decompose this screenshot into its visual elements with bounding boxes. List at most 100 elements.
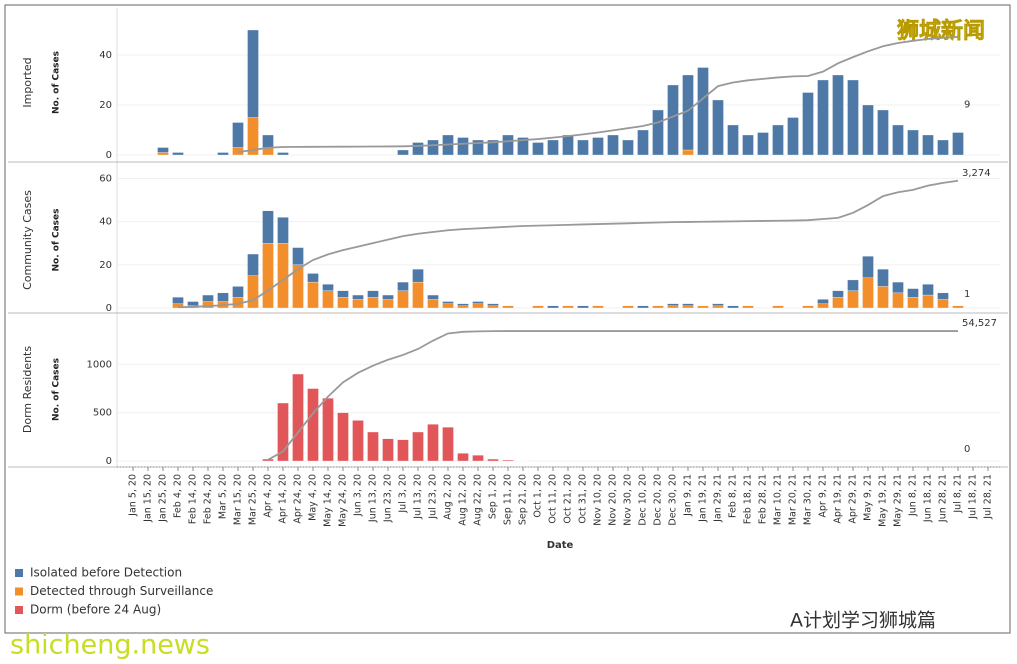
x-tick-label: Feb 14, 20 xyxy=(188,474,199,524)
bar xyxy=(877,268,889,287)
bar xyxy=(577,305,589,309)
bar xyxy=(907,297,919,309)
x-tick-label: Jul 3, 20 xyxy=(398,474,409,514)
bar xyxy=(442,303,454,309)
x-tick-label: Feb 8, 21 xyxy=(728,474,739,518)
bar xyxy=(487,458,499,462)
x-tick-label: Oct 31, 20 xyxy=(578,474,589,524)
bar xyxy=(292,247,304,265)
legend-swatch xyxy=(15,587,23,596)
x-tick-label: Jul 18, 21 xyxy=(968,474,979,520)
bar xyxy=(322,284,334,291)
panel-title: Imported xyxy=(21,57,34,107)
bar xyxy=(457,453,469,462)
bar xyxy=(757,132,769,156)
bar xyxy=(742,305,754,309)
bar xyxy=(442,301,454,304)
x-tick-label: Feb 18, 21 xyxy=(743,474,754,524)
x-tick-label: Apr 4, 20 xyxy=(263,474,274,518)
cumulative-label: 3,274 xyxy=(962,168,991,179)
bar xyxy=(607,134,619,156)
bar xyxy=(772,124,784,156)
bar xyxy=(232,286,244,298)
bar xyxy=(157,147,169,153)
bar xyxy=(412,268,424,283)
bar xyxy=(637,305,649,309)
bar xyxy=(697,305,709,309)
x-tick-label: Jun 18, 21 xyxy=(923,474,934,523)
x-tick-label: Dec 10, 20 xyxy=(638,474,649,526)
bar xyxy=(307,281,319,309)
x-tick-label: Jan 15, 20 xyxy=(143,474,154,523)
bar xyxy=(472,455,484,462)
bar xyxy=(652,109,664,156)
bar xyxy=(247,275,259,309)
x-tick-label: Jun 28, 21 xyxy=(938,474,949,523)
bar xyxy=(322,398,334,462)
x-tick-label: Aug 12, 20 xyxy=(458,474,469,526)
bar xyxy=(217,152,229,156)
bar xyxy=(322,290,334,309)
bar xyxy=(547,305,559,309)
bar xyxy=(382,294,394,300)
x-tick-label: Jun 8, 21 xyxy=(908,474,919,517)
bar xyxy=(862,256,874,278)
watermark: shicheng.news xyxy=(10,630,210,661)
y-axis-label: No. of Cases xyxy=(52,209,62,272)
x-tick-label: Jan 29, 21 xyxy=(713,474,724,523)
bar xyxy=(727,124,739,156)
x-tick-label: Nov 20, 20 xyxy=(608,474,619,526)
bar xyxy=(937,299,949,309)
bar xyxy=(847,79,859,156)
x-tick-label: Oct 1, 20 xyxy=(533,474,544,518)
x-tick-label: Apr 14, 20 xyxy=(278,474,289,524)
bar xyxy=(532,142,544,156)
bar xyxy=(832,297,844,309)
bar xyxy=(562,134,574,156)
watermark: A计划学习狮城篇 xyxy=(790,610,936,632)
y-tick-label: 1000 xyxy=(87,359,112,370)
bar xyxy=(892,281,904,294)
x-tick-label: Jun 3, 20 xyxy=(353,474,364,517)
bar xyxy=(187,301,199,306)
bar xyxy=(307,273,319,283)
bar xyxy=(172,152,184,156)
bar xyxy=(457,303,469,306)
last-day-label: 1 xyxy=(964,289,970,300)
bar xyxy=(412,142,424,156)
x-tick-label: May 14, 20 xyxy=(323,474,334,527)
bar xyxy=(367,431,379,462)
x-tick-label: Jun 13, 20 xyxy=(368,474,379,523)
bar xyxy=(397,439,409,462)
bar xyxy=(262,243,274,309)
x-tick-label: Jul 23, 20 xyxy=(428,474,439,520)
cumulative-line xyxy=(237,35,959,153)
legend-swatch xyxy=(15,569,23,577)
y-tick-label: 20 xyxy=(99,100,112,111)
cumulative-line xyxy=(267,330,958,461)
x-tick-label: Mar 10, 21 xyxy=(773,474,784,525)
x-tick-label: Mar 20, 21 xyxy=(788,474,799,525)
bar xyxy=(847,279,859,291)
x-tick-label: May 24, 20 xyxy=(338,474,349,527)
x-tick-label: Jan 19, 21 xyxy=(698,474,709,523)
bar xyxy=(277,402,289,462)
x-tick-label: Jul 13, 20 xyxy=(413,474,424,520)
bar xyxy=(277,243,289,309)
bar xyxy=(712,305,724,309)
x-tick-label: Nov 10, 20 xyxy=(593,474,604,526)
bar xyxy=(892,124,904,156)
bar xyxy=(937,139,949,156)
x-tick-label: Aug 22, 20 xyxy=(473,474,484,526)
bar xyxy=(247,253,259,276)
y-axis-label: No. of Cases xyxy=(52,358,62,421)
x-axis-title: Date xyxy=(547,540,574,551)
bar xyxy=(157,152,169,156)
bar xyxy=(667,305,679,309)
x-tick-label: Apr 24, 20 xyxy=(293,474,304,524)
bar xyxy=(202,294,214,302)
x-tick-label: Sep 11, 20 xyxy=(503,474,514,525)
bar xyxy=(877,286,889,309)
x-tick-label: Sep 1, 20 xyxy=(488,474,499,519)
bar xyxy=(952,305,964,309)
